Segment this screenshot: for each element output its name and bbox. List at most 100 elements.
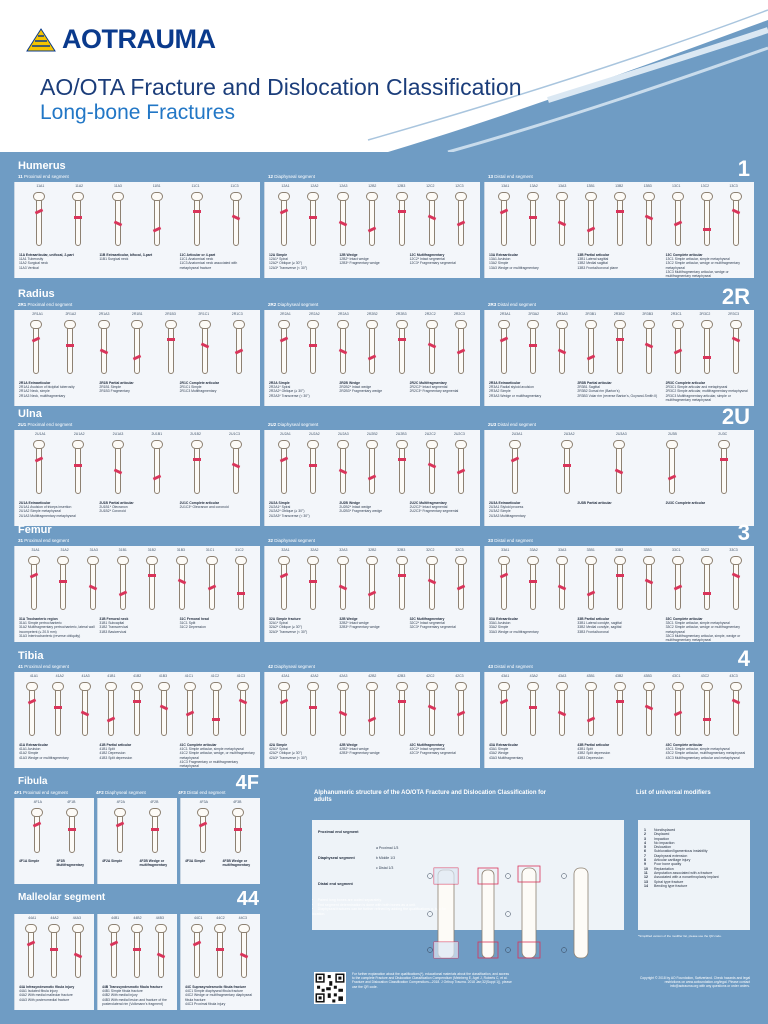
bone-illustration[interactable] — [111, 440, 124, 500]
bone-illustration[interactable] — [396, 320, 409, 380]
bone-illustration[interactable] — [455, 320, 468, 380]
bone-illustration[interactable] — [642, 556, 655, 616]
bone-illustration[interactable] — [584, 556, 597, 616]
bone-illustration[interactable] — [613, 682, 626, 742]
bone-illustration[interactable] — [214, 924, 227, 984]
bone-illustration[interactable] — [151, 192, 164, 252]
bone-illustration[interactable] — [52, 682, 65, 742]
bone-illustration[interactable] — [27, 556, 40, 616]
bone-illustration[interactable] — [425, 682, 438, 742]
bone-illustration[interactable] — [671, 556, 684, 616]
bone-illustration[interactable] — [277, 192, 290, 252]
bone-illustration[interactable] — [613, 556, 626, 616]
bone-illustration[interactable] — [199, 320, 212, 380]
bone-illustration[interactable] — [729, 682, 742, 742]
bone-illustration[interactable] — [190, 440, 203, 500]
bone-illustration[interactable] — [277, 440, 290, 500]
bone-illustration[interactable] — [24, 924, 37, 984]
bone-illustration[interactable] — [729, 556, 742, 616]
bone-illustration[interactable] — [105, 682, 118, 742]
bone-illustration[interactable] — [57, 556, 70, 616]
bone-illustration[interactable] — [396, 556, 409, 616]
bone-illustration[interactable] — [526, 192, 539, 252]
bone-illustration[interactable] — [116, 556, 129, 616]
bone-illustration[interactable] — [455, 192, 468, 252]
bone-illustration[interactable] — [236, 682, 249, 742]
bone-illustration[interactable] — [555, 556, 568, 616]
bone-illustration[interactable] — [48, 924, 61, 984]
bone-illustration[interactable] — [30, 808, 43, 858]
bone-illustration[interactable] — [111, 192, 124, 252]
bone-illustration[interactable] — [165, 320, 178, 380]
bone-illustration[interactable] — [509, 440, 522, 500]
bone-illustration[interactable] — [307, 682, 320, 742]
bone-illustration[interactable] — [700, 682, 713, 742]
aotrauma-logo[interactable]: AOTRAUMA — [26, 24, 216, 55]
bone-illustration[interactable] — [307, 192, 320, 252]
qr-code[interactable] — [314, 972, 346, 1004]
bone-illustration[interactable] — [26, 682, 39, 742]
bone-illustration[interactable] — [700, 320, 713, 380]
bone-illustration[interactable] — [555, 192, 568, 252]
bone-illustration[interactable] — [555, 682, 568, 742]
bone-illustration[interactable] — [235, 556, 248, 616]
bone-illustration[interactable] — [210, 682, 223, 742]
bone-illustration[interactable] — [97, 320, 110, 380]
bone-illustration[interactable] — [555, 320, 568, 380]
bone-illustration[interactable] — [396, 440, 409, 500]
bone-illustration[interactable] — [131, 682, 144, 742]
bone-illustration[interactable] — [184, 682, 197, 742]
bone-illustration[interactable] — [157, 682, 170, 742]
bone-illustration[interactable] — [366, 320, 379, 380]
bone-illustration[interactable] — [729, 192, 742, 252]
bone-illustration[interactable] — [232, 808, 245, 858]
bone-illustration[interactable] — [526, 682, 539, 742]
bone-illustration[interactable] — [63, 320, 76, 380]
bone-illustration[interactable] — [336, 192, 349, 252]
bone-illustration[interactable] — [700, 192, 713, 252]
bone-illustration[interactable] — [336, 320, 349, 380]
bone-illustration[interactable] — [307, 320, 320, 380]
bone-illustration[interactable] — [230, 192, 243, 252]
bone-illustration[interactable] — [425, 556, 438, 616]
bone-illustration[interactable] — [366, 682, 379, 742]
bone-illustration[interactable] — [175, 556, 188, 616]
bone-illustration[interactable] — [366, 440, 379, 500]
bone-illustration[interactable] — [425, 320, 438, 380]
bone-illustration[interactable] — [455, 682, 468, 742]
bone-illustration[interactable] — [205, 556, 218, 616]
bone-illustration[interactable] — [131, 924, 144, 984]
bone-illustration[interactable] — [425, 440, 438, 500]
bone-illustration[interactable] — [366, 192, 379, 252]
bone-illustration[interactable] — [613, 192, 626, 252]
bone-illustration[interactable] — [642, 320, 655, 380]
bone-illustration[interactable] — [151, 440, 164, 500]
bone-illustration[interactable] — [366, 556, 379, 616]
bone-illustration[interactable] — [671, 320, 684, 380]
bone-illustration[interactable] — [72, 440, 85, 500]
bone-illustration[interactable] — [277, 320, 290, 380]
bone-illustration[interactable] — [232, 320, 245, 380]
bone-illustration[interactable] — [671, 682, 684, 742]
bone-illustration[interactable] — [87, 556, 100, 616]
bone-illustration[interactable] — [497, 682, 510, 742]
bone-illustration[interactable] — [78, 682, 91, 742]
bone-illustration[interactable] — [336, 440, 349, 500]
bone-illustration[interactable] — [113, 808, 126, 858]
bone-illustration[interactable] — [238, 924, 251, 984]
bone-illustration[interactable] — [277, 682, 290, 742]
bone-illustration[interactable] — [584, 682, 597, 742]
bone-illustration[interactable] — [277, 556, 290, 616]
bone-illustration[interactable] — [642, 682, 655, 742]
bone-illustration[interactable] — [665, 440, 678, 500]
bone-illustration[interactable] — [146, 556, 159, 616]
bone-illustration[interactable] — [425, 192, 438, 252]
bone-illustration[interactable] — [336, 556, 349, 616]
bone-illustration[interactable] — [526, 556, 539, 616]
bone-illustration[interactable] — [66, 808, 79, 858]
bone-illustration[interactable] — [396, 192, 409, 252]
bone-illustration[interactable] — [717, 440, 730, 500]
bone-illustration[interactable] — [497, 192, 510, 252]
bone-illustration[interactable] — [196, 808, 209, 858]
bone-illustration[interactable] — [455, 440, 468, 500]
